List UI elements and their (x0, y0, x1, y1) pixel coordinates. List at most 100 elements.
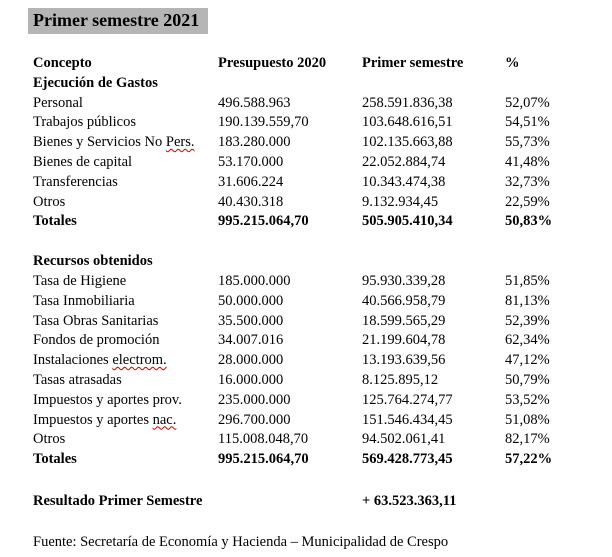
cell-primer-semestre: 18.599.565,29 (362, 312, 446, 329)
cell-presupuesto-2020: 496.588.963 (218, 94, 291, 111)
table-row: Tasas atrasadas 16.000.000 8.125.895,12 50,… (33, 371, 592, 391)
cell-presupuesto-2020 (218, 74, 362, 94)
cell-concepto: Bienes y Servicios No Pers. (33, 134, 195, 151)
cell-primer-semestre: 95.930.339,28 (362, 272, 446, 289)
blank-line (33, 470, 592, 492)
table-row: Personal 496.588.963 258.591.836,38 52,07% (33, 94, 592, 114)
result-row: Resultado Primer Semestre + 63.523.363,11 (33, 492, 592, 512)
cell-concepto: Otros (33, 431, 66, 448)
section-heading-row: Recursos obtenidos (33, 252, 592, 272)
table-row: Bienes de capital 53.170.000 22.052.884,74… (33, 153, 592, 173)
table-row: Tasa de Higiene 185.000.000 95.930.339,28 5… (33, 272, 592, 292)
totals-row: Totales 995.215.064,70 505.905.410,34 50,83… (33, 212, 592, 232)
table-header-row: Concepto Presupuesto 2020 Primer semestr… (33, 54, 592, 74)
misspelled-word: electrom. (112, 352, 167, 369)
column-header-concepto: Concepto (33, 55, 92, 71)
cell-pct: 53,52% (505, 391, 550, 408)
misspelled-word: Pers. (165, 134, 195, 151)
cell-presupuesto-2020: 28.000.000 (218, 352, 284, 369)
cell-pct (505, 74, 585, 94)
cell-pct: 54,51% (505, 114, 550, 131)
cell-primer-semestre: 10.343.474,38 (362, 173, 446, 190)
cell-concepto: Otros (33, 193, 66, 210)
cell-concepto: Bienes de capital (33, 153, 133, 170)
cell-presupuesto-2020: 50.000.000 (218, 292, 284, 309)
cell-pct: 52,07% (505, 94, 550, 111)
cell-presupuesto-2020 (218, 252, 362, 272)
cell-concepto: Impuestos y aportes nac. (33, 411, 177, 428)
cell-primer-semestre (362, 252, 505, 272)
cell-primer-semestre: 13.193.639,56 (362, 352, 446, 369)
cell-primer-semestre: 40.566.958,79 (362, 292, 446, 309)
cell-concepto: Tasa Inmobiliaria (33, 292, 135, 309)
cell-concepto: Tasa Obras Sanitarias (33, 312, 159, 329)
cell-presupuesto-2020 (218, 492, 362, 512)
column-header-primer-semestre: Primer semestre (362, 55, 464, 71)
section-heading-row: Ejecución de Gastos (33, 74, 592, 94)
table-row: Impuestos y aportes nac. 296.700.000 151.5… (33, 411, 592, 431)
cell-pct (505, 252, 585, 272)
cell-presupuesto-2020: 296.700.000 (218, 411, 291, 428)
cell-concepto: Instalaciones electrom. (33, 352, 167, 369)
table-row: Trabajos públicos 190.139.559,70 103.648.6… (33, 113, 592, 133)
cell-primer-semestre: 9.132.934,45 (362, 193, 439, 210)
cell-primer-semestre: 94.502.061,41 (362, 431, 446, 448)
cell-concepto: Transferencias (33, 173, 118, 190)
cell-presupuesto-2020: 185.000.000 (218, 272, 291, 289)
totals-row: Totales 995.215.064,70 569.428.773,45 57,22… (33, 450, 592, 470)
misspelled-word: nac. (152, 411, 177, 428)
cell-concepto: Impuestos y aportes prov. (33, 391, 182, 408)
cell-pct: 41,48% (505, 153, 550, 170)
budget-table: Concepto Presupuesto 2020 Primer semestr… (33, 54, 592, 512)
cell-primer-semestre (362, 74, 505, 94)
table-row: Instalaciones electrom. 28.000.000 13.193.… (33, 351, 592, 371)
cell-pct: 50,79% (505, 371, 550, 388)
cell-pct: 62,34% (505, 332, 550, 349)
cell-pct: 47,12% (505, 352, 550, 369)
cell-concepto: Fondos de promoción (33, 332, 160, 349)
table-row: Otros 115.008.048,70 94.502.061,41 82,17% (33, 430, 592, 450)
cell-primer-semestre: 505.905.410,34 (362, 213, 453, 230)
cell-primer-semestre: 102.135.663,88 (362, 134, 453, 151)
table-row: Tasa Obras Sanitarias 35.500.000 18.599.56… (33, 312, 592, 332)
cell-pct: 50,83% (505, 213, 553, 230)
cell-pct: 55,73% (505, 134, 550, 151)
cell-primer-semestre: 103.648.616,51 (362, 114, 453, 131)
cell-presupuesto-2020: 183.280.000 (218, 134, 291, 151)
cell-concepto: Tasas atrasadas (33, 371, 122, 388)
cell-presupuesto-2020: 31.606.224 (218, 173, 284, 190)
cell-concepto: Recursos obtenidos (33, 253, 153, 270)
table-row: Transferencias 31.606.224 10.343.474,38 32,… (33, 173, 592, 193)
cell-pct: 32,73% (505, 173, 550, 190)
cell-presupuesto-2020: 53.170.000 (218, 153, 284, 170)
cell-presupuesto-2020: 16.000.000 (218, 371, 284, 388)
cell-concepto: Totales (33, 451, 77, 468)
cell-presupuesto-2020: 115.008.048,70 (218, 431, 309, 448)
cell-primer-semestre: 21.199.604,78 (362, 332, 446, 349)
cell-presupuesto-2020: 995.215.064,70 (218, 451, 309, 468)
cell-pct: 22,59% (505, 193, 550, 210)
cell-pct: 51,08% (505, 411, 550, 428)
cell-primer-semestre: 8.125.895,12 (362, 371, 439, 388)
cell-pct: 81,13% (505, 292, 550, 309)
table-row: Otros 40.430.318 9.132.934,45 22,59% (33, 193, 592, 213)
cell-primer-semestre: 22.052.884,74 (362, 153, 446, 170)
cell-pct: 52,39% (505, 312, 550, 329)
blank-line (33, 232, 592, 252)
source-note: Fuente: Secretaría de Economía y Haciend… (33, 533, 449, 550)
table-row: Fondos de promoción 34.007.016 21.199.604,… (33, 331, 592, 351)
column-header-pct: % (505, 55, 520, 71)
cell-concepto: Ejecución de Gastos (33, 74, 158, 91)
cell-pct (505, 492, 585, 512)
table-row: Impuestos y aportes prov. 235.000.000 125.… (33, 391, 592, 411)
page-title: Primer semestre 2021 (28, 8, 209, 34)
cell-concepto: Totales (33, 213, 77, 230)
cell-primer-semestre: 125.764.274,77 (362, 391, 453, 408)
cell-primer-semestre: 569.428.773,45 (362, 451, 453, 468)
cell-presupuesto-2020: 40.430.318 (218, 193, 284, 210)
cell-primer-semestre: + 63.523.363,11 (362, 492, 457, 509)
cell-concepto: Trabajos públicos (33, 114, 136, 131)
cell-pct: 82,17% (505, 431, 550, 448)
column-header-presupuesto-2020: Presupuesto 2020 (218, 55, 327, 71)
